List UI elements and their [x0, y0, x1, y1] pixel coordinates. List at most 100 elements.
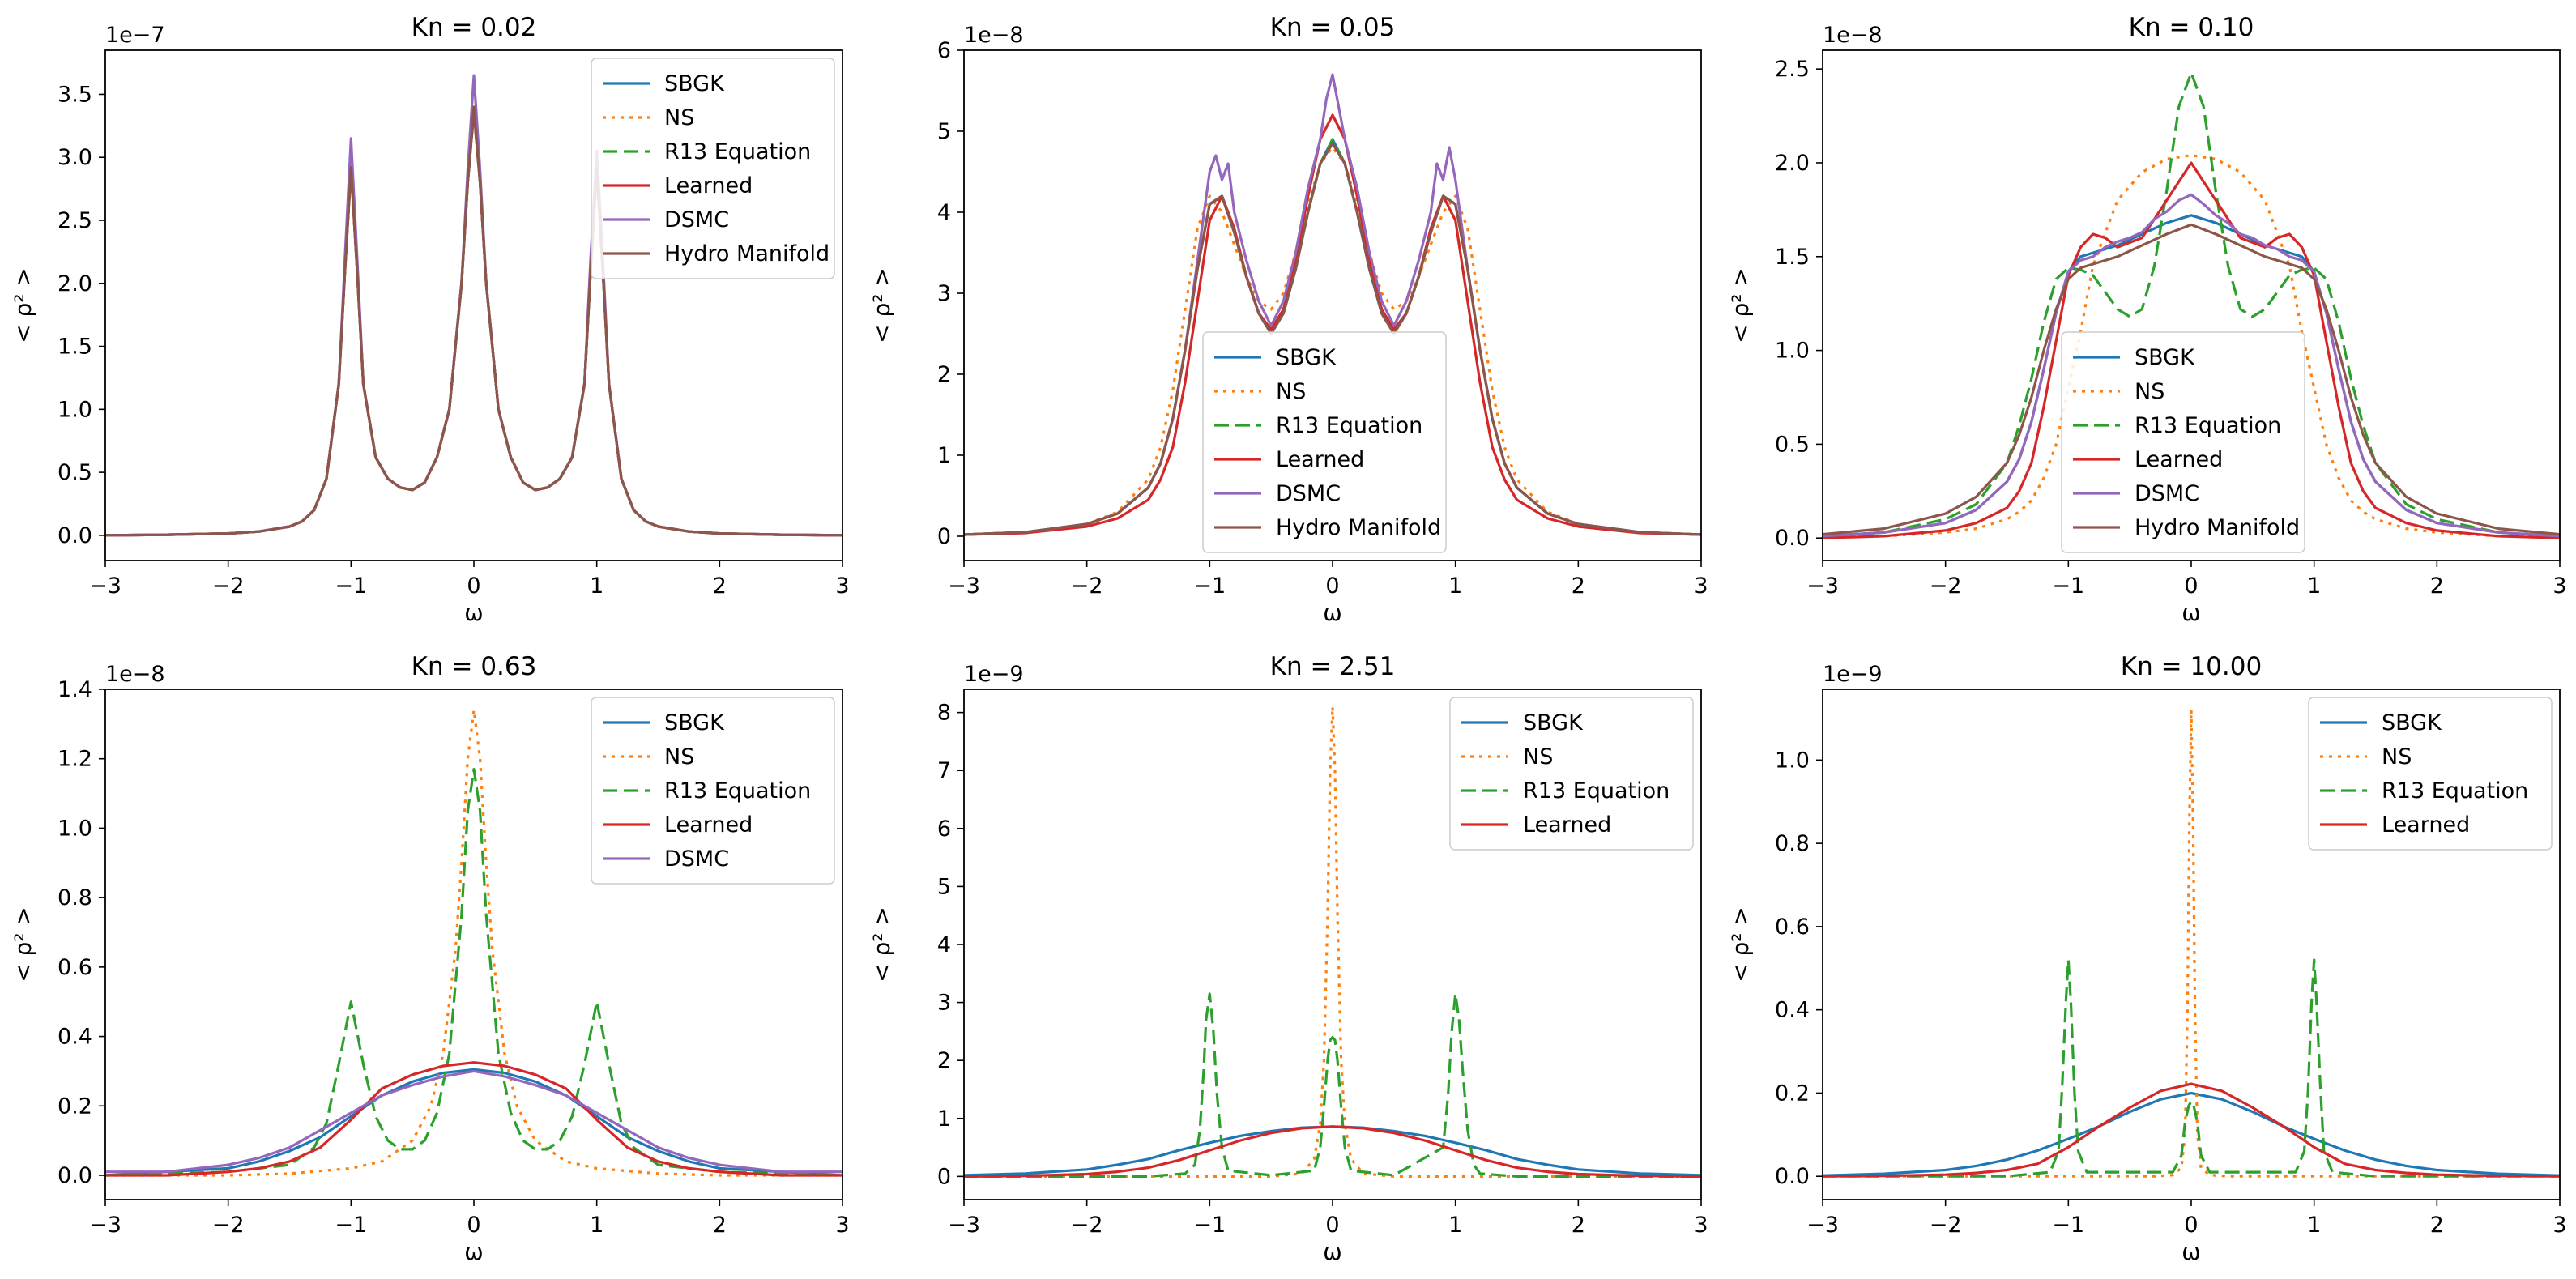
legend-label: DSMC [664, 846, 729, 872]
series-line-sbgk [964, 1125, 1701, 1177]
x-tick-label: 3 [1694, 1213, 1708, 1238]
y-exponent-label: 1e−8 [105, 662, 165, 687]
y-tick-label: 3 [937, 281, 951, 306]
x-tick-label: 1 [590, 1213, 603, 1238]
x-axis-label: ω [2181, 1238, 2200, 1265]
x-tick-label: 0 [467, 1213, 480, 1238]
legend-label: SBGK [1276, 345, 1337, 370]
legend-box [2308, 697, 2553, 851]
legend-label: SBGK [664, 710, 725, 735]
series-group [1823, 71, 2560, 539]
y-tick-label: 6 [937, 816, 951, 842]
plot-frame [963, 49, 1702, 561]
x-tick-label: 0 [1325, 573, 1339, 599]
y-tick-label: 7 [937, 758, 951, 783]
x-axis-label: ω [1323, 599, 1341, 626]
plot-frame [1822, 689, 2561, 1200]
y-tick-label: 1.0 [58, 816, 92, 841]
series-line-r13-equation [1823, 71, 2560, 538]
legend-label: SBGK [2382, 710, 2442, 735]
y-tick-label: 0.0 [1775, 1164, 1810, 1189]
y-tick-label: 1.5 [58, 335, 92, 360]
legend-box [1202, 331, 1447, 553]
legend: SBGK NS R13 Equation Learned DSMC Hydro Manif… [591, 58, 835, 279]
legend: SBGK NS R13 Equation Learned DSMC [591, 697, 835, 885]
series-line-hydro-manifold [105, 105, 842, 537]
x-tick-label: −3 [89, 1213, 122, 1238]
y-axis-label: < ρ² > [868, 267, 895, 343]
y-tick-label: 0.2 [58, 1094, 92, 1119]
legend-label: NS [2135, 379, 2164, 404]
legend-label: NS [1523, 744, 1553, 770]
series-line-dsmc [1823, 193, 2560, 538]
series-group [964, 73, 1701, 536]
series-line-ns [1823, 709, 2560, 1178]
x-tick-label: 1 [590, 573, 603, 599]
x-tick-label: 1 [1448, 573, 1462, 599]
y-tick-label: 1.0 [58, 397, 92, 422]
y-tick-label: 2.0 [58, 271, 92, 296]
legend-label: Learned [664, 812, 753, 838]
chart-title: Kn = 0.02 [412, 13, 537, 42]
series-group [964, 705, 1701, 1179]
y-tick-label: 1 [937, 443, 951, 468]
y-tick-label: 3.0 [58, 145, 92, 170]
y-tick-label: 0 [937, 1164, 951, 1189]
chart-panel-5: Kn = 2.51 1e−9 −3 −2 −1 0 1 2 3 0 1 2 3 4 5 6 7 8 ω < ρ² > S… [868, 652, 1708, 1265]
legend-label: DSMC [1276, 481, 1341, 506]
y-tick-label: 0.0 [58, 1163, 92, 1188]
x-tick-label: 3 [835, 1213, 849, 1238]
plot-frame [963, 689, 1702, 1200]
chart-title: Kn = 2.51 [1270, 652, 1396, 681]
y-tick-label: 0.5 [1775, 432, 1810, 457]
y-tick-label: 2.5 [58, 208, 92, 233]
legend-label: NS [664, 105, 694, 130]
chart-panel-3: Kn = 0.10 1e−8 −3 −2 −1 0 1 2 3 0.0 0.5 1.0 1.5 2.0 2.… [1727, 13, 2567, 626]
legend-label: R13 Equation [1276, 413, 1422, 438]
y-tick-label: 5 [937, 119, 951, 144]
x-tick-label: −2 [1930, 1213, 1962, 1238]
x-tick-label: 0 [1325, 1213, 1339, 1238]
y-exponent-label: 1e−7 [105, 23, 165, 48]
x-axis-label: ω [2181, 599, 2200, 626]
y-tick-label: 0 [937, 524, 951, 549]
series-line-learned [964, 1125, 1701, 1178]
x-tick-label: −3 [948, 573, 980, 599]
legend-label: Learned [1276, 447, 1364, 472]
x-tick-label: −1 [335, 573, 367, 599]
legend-label: R13 Equation [2135, 413, 2281, 438]
legend-label: SBGK [664, 71, 725, 96]
legend: SBGK NS R13 Equation Learned [1449, 697, 1694, 851]
y-tick-label: 0.5 [58, 460, 92, 485]
y-tick-label: 6 [937, 38, 951, 63]
y-exponent-label: 1e−9 [964, 662, 1024, 687]
legend-label: SBGK [2135, 345, 2195, 370]
x-tick-label: 2 [713, 573, 727, 599]
legend-label: DSMC [664, 207, 729, 232]
x-tick-label: −2 [1930, 573, 1962, 599]
legend-box [1449, 697, 1694, 851]
x-axis-label: ω [464, 599, 483, 626]
series-line-learned [1823, 1082, 2560, 1178]
x-tick-label: 1 [2307, 1213, 2321, 1238]
legend-label: Learned [1523, 812, 1611, 838]
legend-box [591, 58, 835, 279]
y-tick-label: 4 [937, 932, 951, 957]
x-tick-label: −1 [1193, 573, 1226, 599]
x-tick-label: −3 [1806, 1213, 1839, 1238]
series-line-r13-equation [964, 992, 1701, 1179]
y-tick-label: 0.0 [58, 523, 92, 548]
legend-label: Hydro Manifold [2135, 515, 2300, 540]
x-tick-label: −1 [1193, 1213, 1226, 1238]
x-tick-label: 3 [2553, 573, 2566, 599]
series-line-sbgk [1823, 1091, 2560, 1177]
x-tick-label: −3 [948, 1213, 980, 1238]
legend: SBGK NS R13 Equation Learned DSMC Hydro Manif… [1202, 331, 1447, 553]
y-tick-label: 2.5 [1775, 57, 1810, 82]
chart-panel-6: Kn = 10.00 1e−9 −3 −2 −1 0 1 2 3 0.0 0.2 0.4 0.6 0.8 1… [1727, 652, 2567, 1265]
plot-frame [104, 49, 843, 561]
plot-frame [104, 689, 843, 1200]
y-tick-label: 0.6 [58, 955, 92, 980]
y-tick-label: 8 [937, 701, 951, 726]
